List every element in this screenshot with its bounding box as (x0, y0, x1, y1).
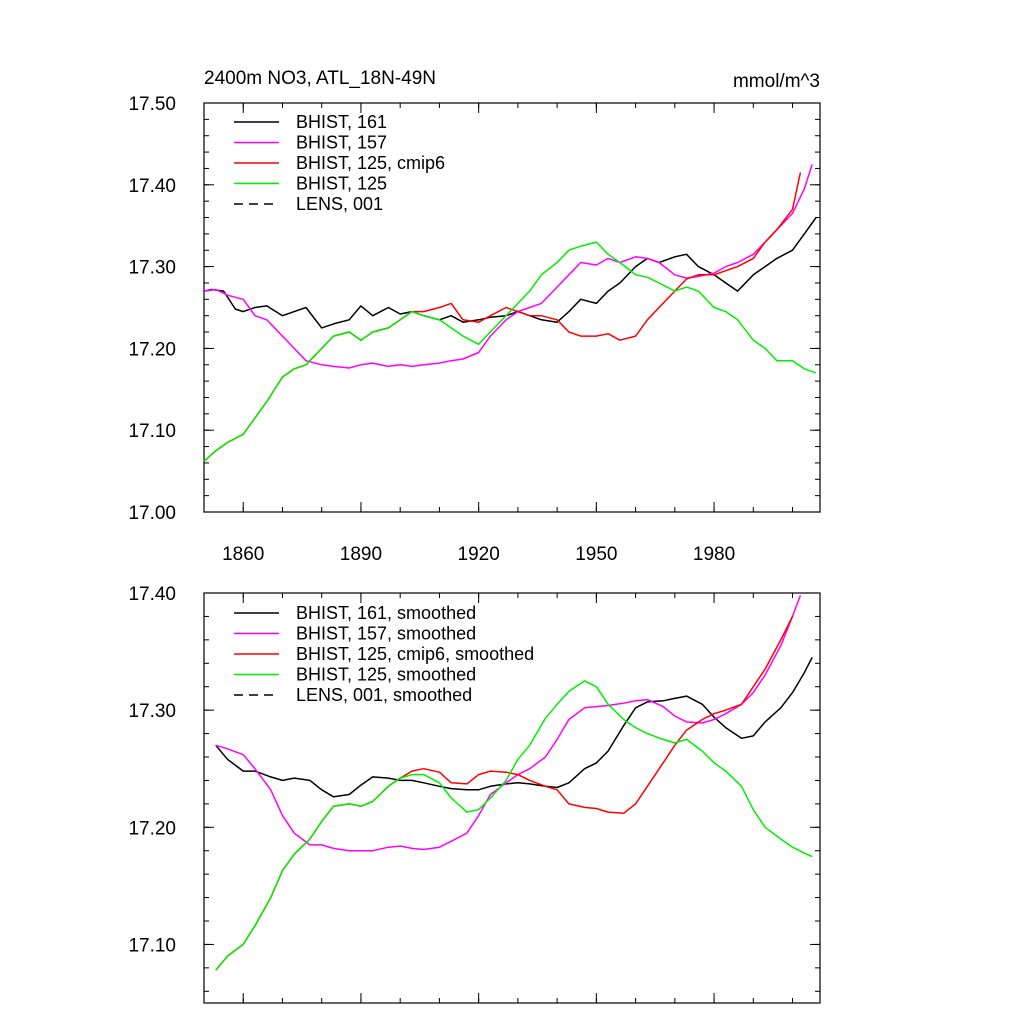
top-panel: 17.00 17.10 17.20 17.30 17.40 17.50 1860 1890 19… (128, 94, 821, 565)
legend-label: BHIST, 157, smoothed (296, 624, 476, 644)
series-line (203, 172, 802, 462)
y-tick-label: 17.50 (128, 94, 176, 115)
series-line (215, 680, 813, 971)
y-tick-label: 17.20 (128, 818, 176, 839)
y-tick-label: 17.10 (128, 935, 176, 956)
legend-label: BHIST, 157 (296, 133, 387, 153)
plot-frame (203, 592, 821, 1004)
y-tick-label: 17.30 (128, 701, 176, 722)
y-tick-label: 17.10 (128, 421, 176, 442)
legend-label: BHIST, 125, cmip6 (296, 153, 445, 173)
y-tick-label: 17.00 (128, 503, 176, 524)
x-tick-label: 1890 (340, 544, 382, 565)
legend-label: BHIST, 161 (296, 112, 387, 132)
legend-label: BHIST, 125, smoothed (296, 665, 476, 685)
x-tick-label: 1980 (693, 544, 735, 565)
legend-label: LENS, 001 (296, 194, 383, 214)
y-tick-label: 17.20 (128, 339, 176, 360)
x-tick-label: 1920 (458, 544, 500, 565)
series-line (203, 241, 817, 462)
y-tick-label: 17.30 (128, 258, 176, 279)
series-line (203, 164, 813, 369)
bottom-panel: 17.10 17.20 17.30 17.40 BHIST, 161, smoothed… (128, 584, 821, 1004)
units-label: mmol/m^3 (733, 71, 820, 92)
series-line (215, 595, 802, 852)
series-line (215, 657, 813, 798)
x-tick-label: 1860 (222, 544, 264, 565)
legend-label: BHIST, 161, smoothed (296, 603, 476, 623)
y-tick-label: 17.40 (128, 176, 176, 197)
chart-title: 2400m NO3, ATL_18N-49N (204, 68, 436, 89)
legend-label: BHIST, 125, cmip6, smoothed (296, 644, 534, 664)
y-tick-label: 17.40 (128, 584, 176, 605)
legend-label: BHIST, 125 (296, 174, 387, 194)
plot-frame (203, 102, 821, 513)
legend-label: LENS, 001, smoothed (296, 685, 472, 705)
x-tick-label: 1950 (575, 544, 617, 565)
